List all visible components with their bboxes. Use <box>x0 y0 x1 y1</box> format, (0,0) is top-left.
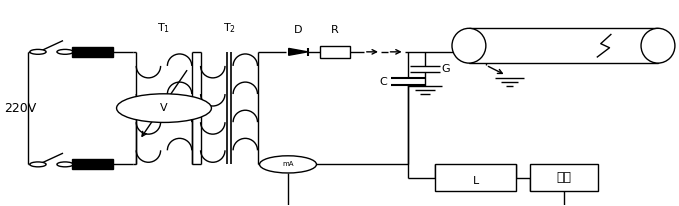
Text: G: G <box>442 64 450 74</box>
Bar <box>72 159 113 170</box>
Circle shape <box>57 162 73 167</box>
Text: 220V: 220V <box>4 102 37 115</box>
Bar <box>530 164 598 191</box>
Text: R: R <box>331 26 339 35</box>
Text: C: C <box>380 76 388 87</box>
Text: D: D <box>294 26 302 35</box>
Circle shape <box>259 156 316 173</box>
Bar <box>320 46 350 58</box>
Circle shape <box>57 49 73 54</box>
Text: V: V <box>160 103 168 113</box>
Text: mA: mA <box>282 161 294 167</box>
Circle shape <box>117 94 211 122</box>
Ellipse shape <box>641 28 675 63</box>
Text: T$_2$: T$_2$ <box>223 22 236 35</box>
Text: 仪器: 仪器 <box>556 171 571 184</box>
Circle shape <box>30 49 46 54</box>
Bar <box>435 164 516 191</box>
Polygon shape <box>289 48 308 55</box>
Bar <box>72 47 113 57</box>
Bar <box>469 28 658 63</box>
Circle shape <box>30 162 46 167</box>
Text: L: L <box>473 176 479 186</box>
Ellipse shape <box>452 28 486 63</box>
Text: T$_1$: T$_1$ <box>158 22 170 35</box>
